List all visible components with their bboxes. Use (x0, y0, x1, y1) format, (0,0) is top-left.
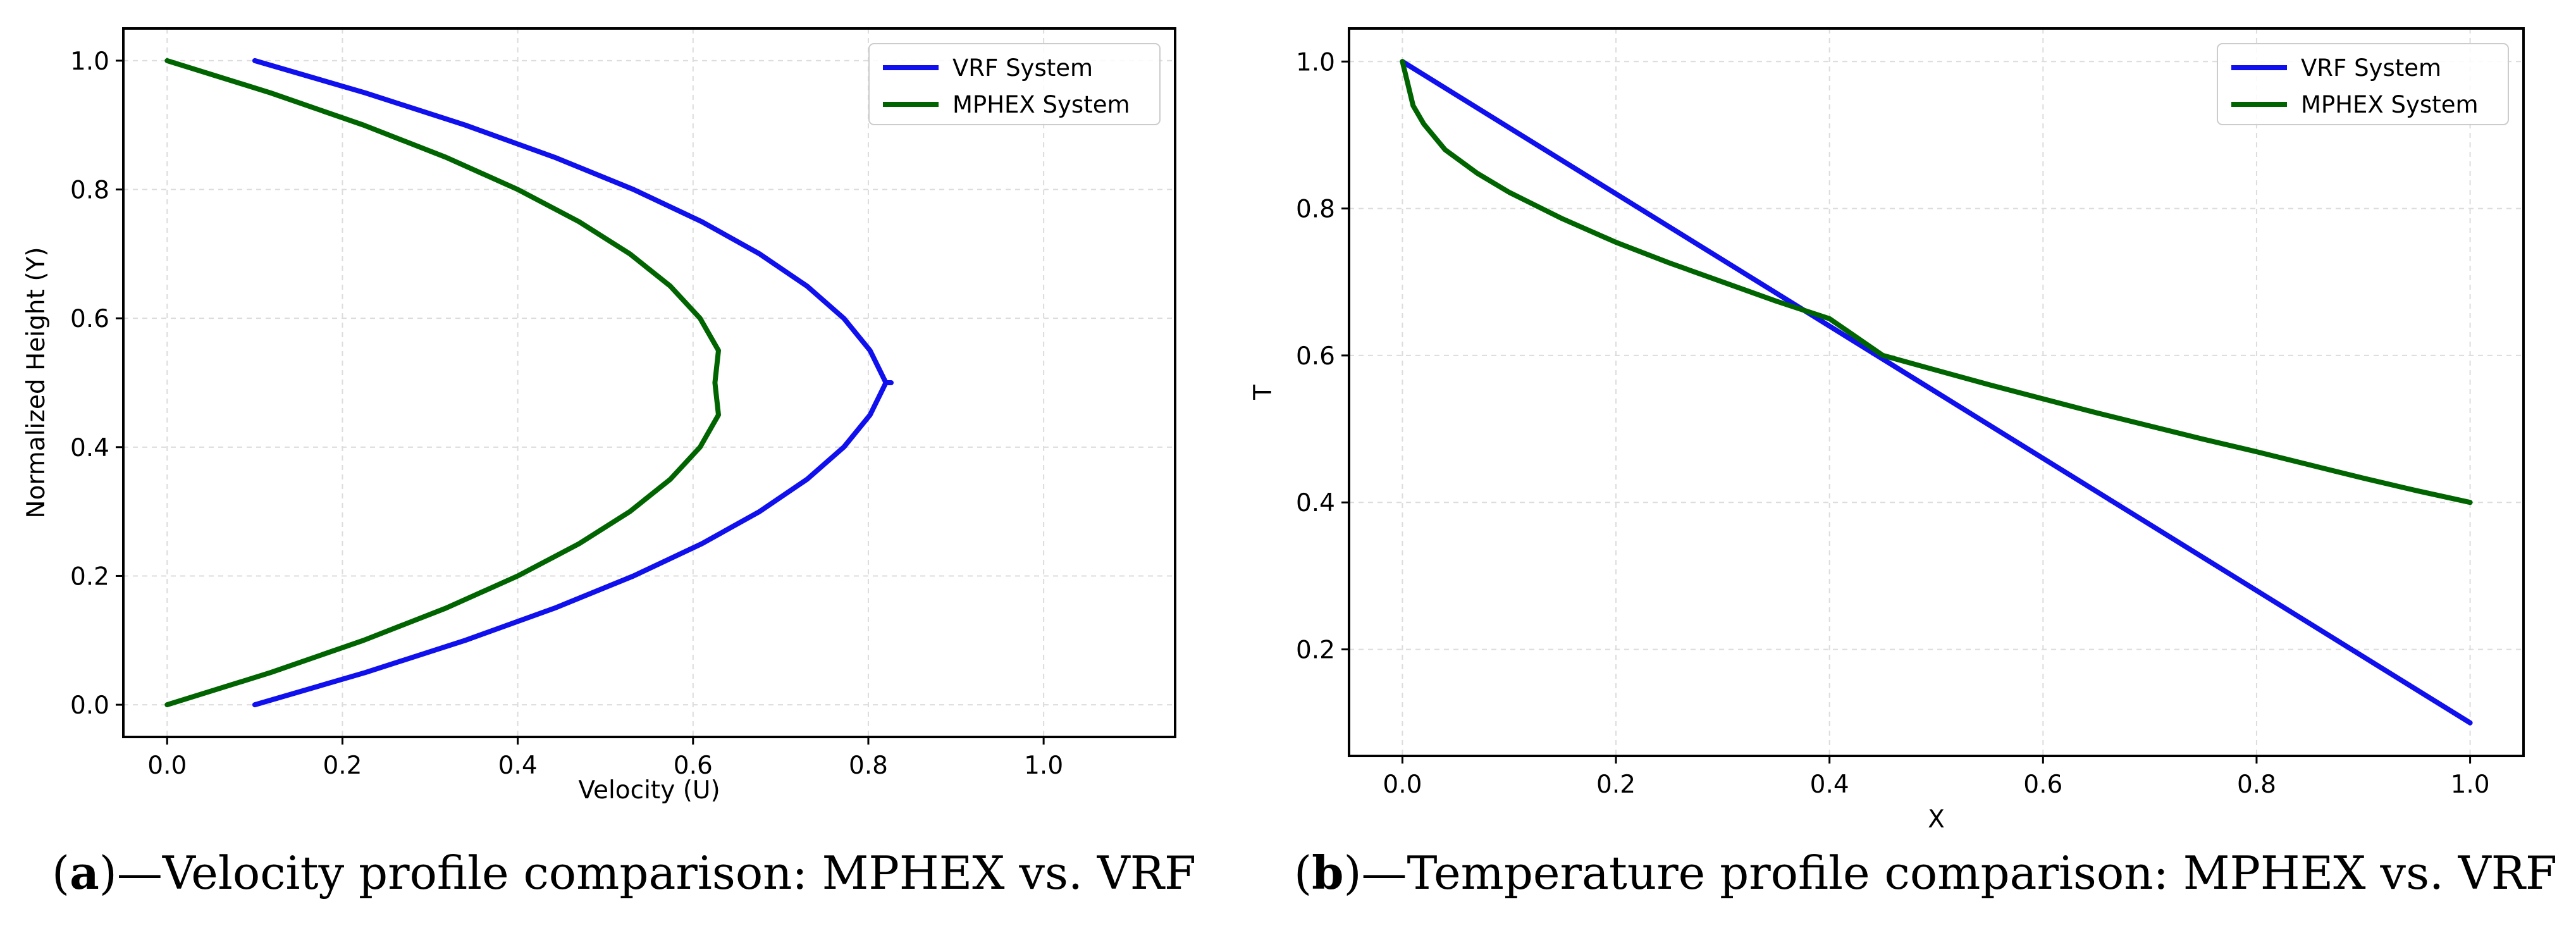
ticks-a: 0.0 0.2 0.4 0.6 0.8 1.0 0.0 0.2 0.4 0.6 0.8 1.0 (70, 47, 1063, 780)
series-line-mphex-system (1400, 59, 2473, 505)
panel-a: 0.0 0.2 0.4 0.6 0.8 1.0 0.0 0.2 0.4 0.6 0.8 1.0 Vel… (22, 27, 1176, 805)
y-tick-label: 0.6 (70, 305, 109, 333)
y-axis-label-a: Normalized Height (Y) (22, 247, 51, 518)
x-axis-label-a: Velocity (U) (578, 776, 720, 805)
caption-b-text: )—Temperature profile comparison: MPHEX … (1343, 846, 2557, 900)
series-line-vrf-system (1400, 59, 2473, 726)
y-tick-label: 0.8 (70, 176, 109, 205)
grid-a (123, 28, 1175, 737)
x-tick-label: 0.6 (674, 752, 713, 780)
x-tick-label: 1.0 (1024, 752, 1063, 780)
x-tick-label: 0.4 (498, 752, 538, 780)
x-tick-label: 0.2 (323, 752, 362, 780)
legend-label: VRF System (952, 54, 1093, 82)
x-tick-label: 0.6 (2023, 770, 2062, 799)
caption-b-letter: b (1312, 846, 1343, 900)
series-lines-a (164, 58, 894, 708)
y-tick-label: 1.0 (1296, 48, 1335, 77)
x-tick-label: 0.4 (1810, 770, 1849, 799)
caption-b: (b)—Temperature profile comparison: MPHE… (1294, 846, 2557, 900)
x-tick-label: 0.2 (1596, 770, 1636, 799)
x-axis-label-b: X (1928, 805, 1945, 834)
y-tick-label: 0.0 (70, 691, 109, 720)
series-line-vrf-system (252, 58, 894, 708)
legend-b: VRF System MPHEX System (2217, 43, 2509, 125)
series-lines-b (1400, 59, 2473, 726)
x-tick-label: 0.8 (2237, 770, 2276, 799)
x-tick-label: 0.0 (147, 752, 187, 780)
caption-a-letter: a (70, 846, 99, 900)
x-tick-label: 0.8 (849, 752, 888, 780)
x-tick-label: 0.0 (1383, 770, 1422, 799)
legend-box (868, 43, 1161, 125)
legend-label: VRF System (2301, 54, 2441, 82)
legend-box (2217, 43, 2509, 125)
legend-label: MPHEX System (2301, 91, 2479, 118)
y-axis-label-b: T (1249, 385, 1278, 400)
x-tick-label: 1.0 (2451, 770, 2490, 799)
caption-a-text: )—Velocity profile comparison: MPHEX vs.… (99, 846, 1196, 900)
y-tick-label: 0.4 (1296, 489, 1335, 517)
plot-frame-a (122, 27, 1176, 738)
y-tick-label: 0.8 (1296, 195, 1335, 224)
y-tick-label: 0.2 (1296, 636, 1335, 665)
series-line-mphex-system (164, 58, 721, 708)
y-tick-label: 0.2 (70, 562, 109, 591)
caption-a: (a)—Velocity profile comparison: MPHEX v… (52, 846, 1196, 900)
panel-b: 0.0 0.2 0.4 0.6 0.8 1.0 0.2 0.4 0.6 0.8 1.0 X T VR… (1249, 27, 2525, 834)
legend-label: MPHEX System (952, 91, 1130, 118)
ticks-b: 0.0 0.2 0.4 0.6 0.8 1.0 0.2 0.4 0.6 0.8 1.0 (1296, 48, 2490, 799)
y-tick-label: 0.6 (1296, 342, 1335, 371)
legend-a: VRF System MPHEX System (868, 43, 1161, 125)
y-tick-label: 1.0 (70, 47, 109, 76)
y-tick-label: 0.4 (70, 434, 109, 462)
plot-frame-b (1348, 27, 2525, 757)
